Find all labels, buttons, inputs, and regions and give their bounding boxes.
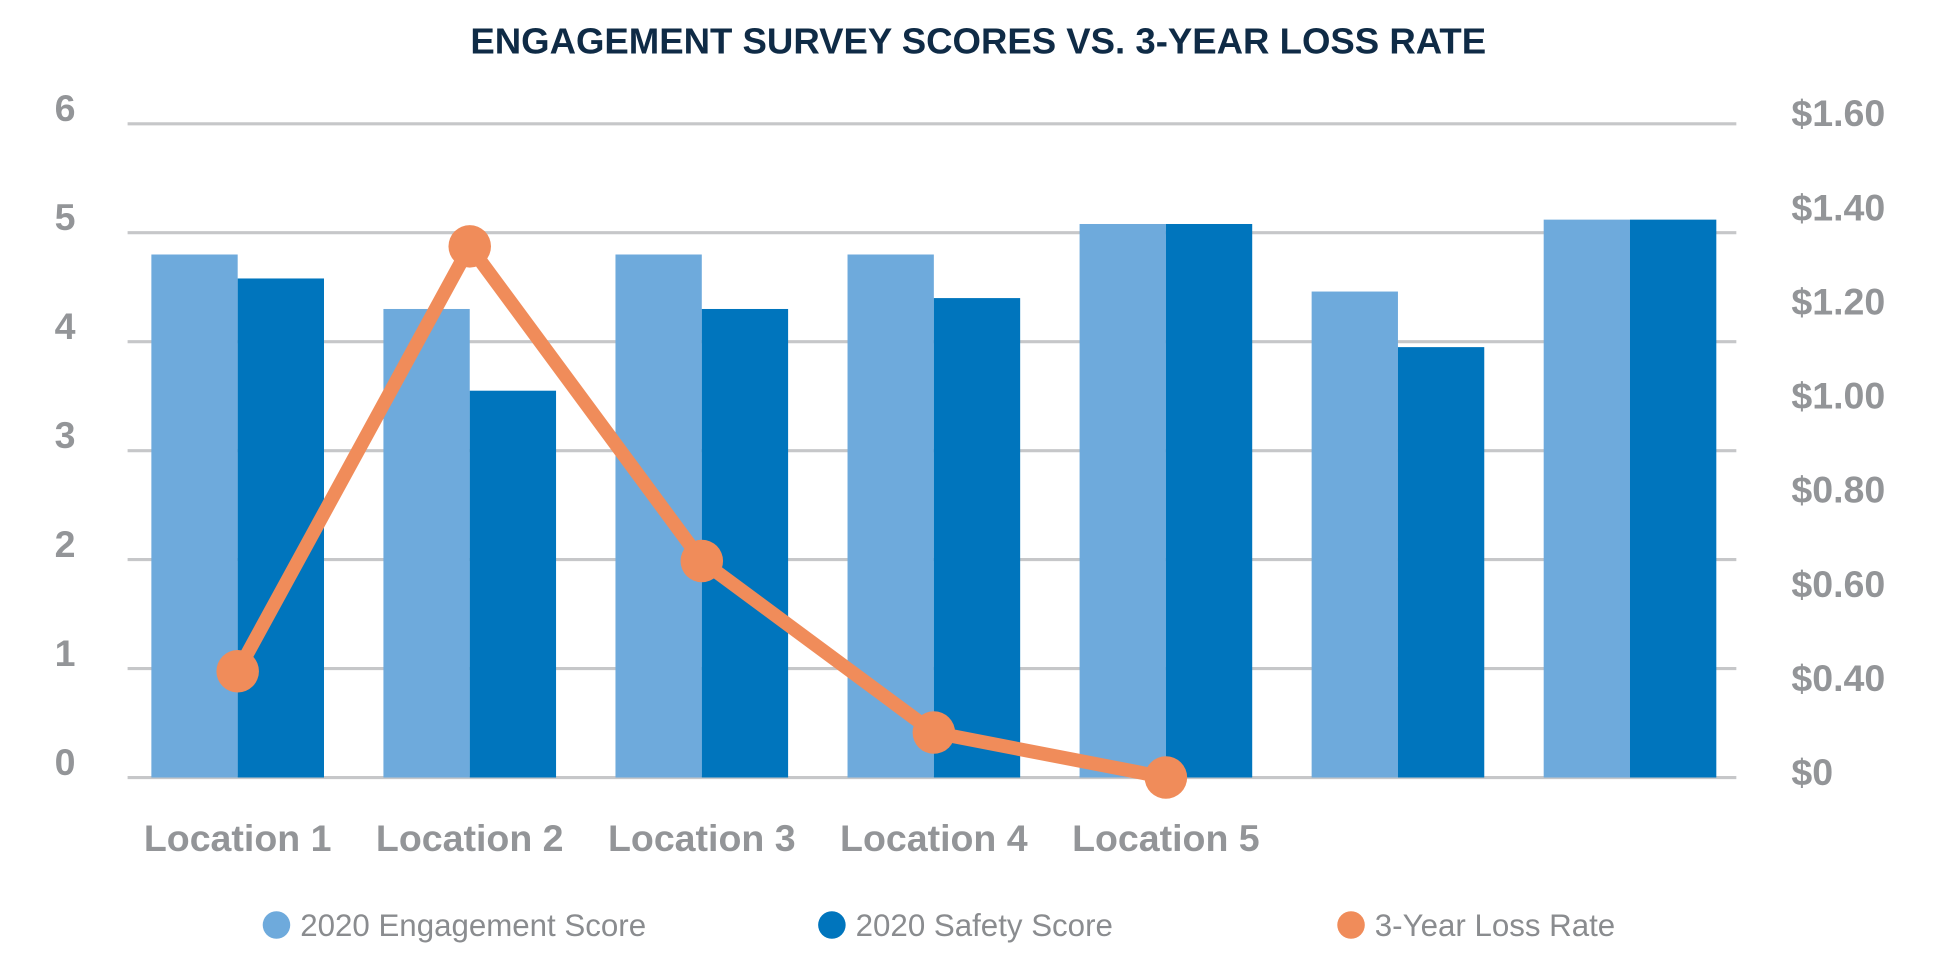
x-axis-labels: Location 1 Location 2 Location 3 Location 4…	[144, 817, 1260, 859]
legend: 2020 Engagement Score 2020 Safety Score 3-…	[262, 908, 1615, 943]
legend-label: 3-Year Loss Rate	[1375, 908, 1615, 943]
y2-tick-label: $1.00	[1791, 375, 1885, 417]
bar-safety	[1397, 347, 1485, 778]
y2-tick-label: $1.20	[1791, 280, 1885, 322]
y2-tick-label: $0.60	[1791, 563, 1885, 605]
loss-rate-point	[680, 539, 724, 583]
bar-safety	[933, 298, 1021, 778]
x-tick-label: Location 3	[608, 817, 796, 859]
bar-safety	[1165, 223, 1253, 778]
bar-engagement	[1311, 291, 1398, 778]
loss-rate-point	[448, 225, 492, 268]
x-tick-label: Location 2	[376, 817, 564, 859]
y-axis-right: $1.60 $1.40 $1.20 $1.00 $0.80 $0.60 $0.40 $0	[1791, 92, 1885, 793]
x-tick-label: Location 5	[1072, 817, 1260, 859]
loss-rate-line	[216, 225, 1188, 799]
y-tick-label: 6	[55, 87, 76, 129]
y-tick-label: 2	[55, 523, 76, 565]
y-tick-label: 4	[55, 305, 76, 347]
x-tick-label: Location 4	[840, 817, 1028, 859]
x-tick-label: Location 1	[144, 817, 332, 859]
y-axis-left: 0 1 2 3 4 5 6	[55, 87, 76, 783]
legend-marker	[818, 911, 846, 939]
y-tick-label: 5	[55, 196, 76, 238]
bar-safety	[701, 308, 789, 778]
y-tick-label: 3	[55, 414, 76, 456]
legend-marker	[1337, 911, 1365, 939]
bar-engagement	[847, 254, 934, 778]
legend-label: 2020 Engagement Score	[300, 908, 646, 943]
y2-tick-label: $0	[1791, 751, 1833, 793]
loss-rate-point	[216, 650, 259, 693]
bar-engagement	[1079, 223, 1166, 778]
y-tick-label: 1	[55, 632, 76, 674]
loss-rate-point	[1144, 756, 1188, 799]
chart-title: ENGAGEMENT SURVEY SCORES VS. 3-YEAR LOSS…	[470, 21, 1486, 62]
legend-label: 2020 Safety Score	[856, 908, 1113, 943]
y2-tick-label: $1.40	[1791, 186, 1885, 228]
y2-tick-label: $1.60	[1791, 92, 1885, 134]
y2-tick-label: $0.40	[1791, 657, 1885, 699]
bar-engagement	[1543, 219, 1631, 778]
y-tick-label: 0	[55, 741, 76, 783]
loss-rate-point	[912, 711, 956, 754]
bar-safety	[1630, 219, 1717, 778]
bar-engagement	[151, 254, 238, 778]
legend-marker	[262, 911, 291, 939]
bars	[151, 219, 1717, 778]
bar-safety	[469, 390, 557, 778]
bar-engagement	[615, 254, 702, 778]
y2-tick-label: $0.80	[1791, 469, 1885, 511]
